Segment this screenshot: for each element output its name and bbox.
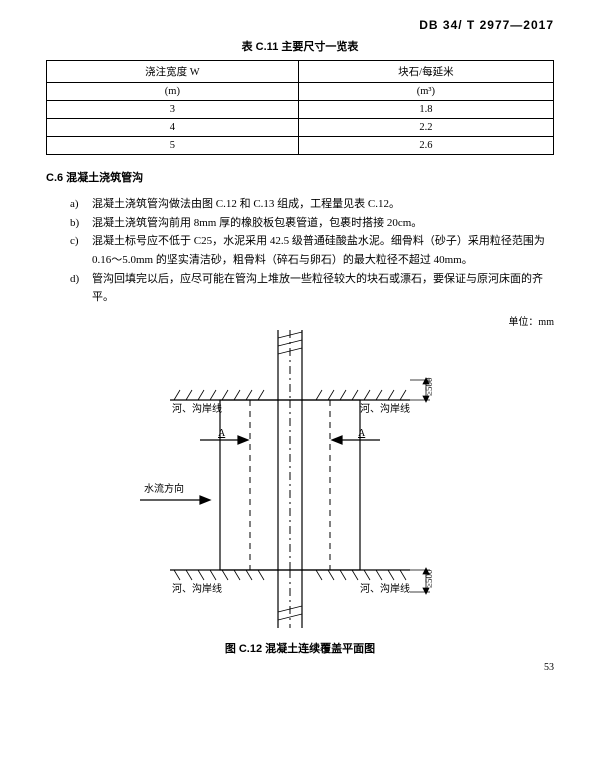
cell-w: 3 xyxy=(47,101,299,119)
bank-label-tl: 河、沟岸线 xyxy=(172,402,222,415)
col2-header: 块石/每延米 xyxy=(298,61,553,83)
item-text: 管沟回填完以后，应尽可能在管沟上堆放一些粒径较大的块石或漂石，要保证与原河床面的… xyxy=(92,270,554,307)
table-row: 5 2.6 xyxy=(47,137,554,155)
page-number: 53 xyxy=(46,662,554,673)
cell-v: 2.6 xyxy=(298,137,553,155)
cell-w: 4 xyxy=(47,119,299,137)
col1-header: 浇注宽度 W xyxy=(47,61,299,83)
figure-wrap: 河、沟岸线 河、沟岸线 A xyxy=(46,330,554,630)
bank-label-br: 河、沟岸线 xyxy=(360,582,410,595)
section-label-right: A xyxy=(358,428,366,439)
flow-arrow-icon xyxy=(140,496,210,504)
table-row: 4 2.2 xyxy=(47,119,554,137)
pipe-top-icon xyxy=(278,330,302,400)
table-caption: 表 C.11 主要尺寸一览表 xyxy=(46,38,554,54)
figure-caption: 图 C.12 混凝土连续覆盖平面图 xyxy=(46,640,554,656)
document-id: DB 34/ T 2977—2017 xyxy=(46,18,554,32)
cell-v: 1.8 xyxy=(298,101,553,119)
dim-top-label: ≥500 xyxy=(424,377,434,396)
section-title: C.6 混凝土浇筑管沟 xyxy=(46,169,554,185)
col1-unit: (m) xyxy=(47,83,299,101)
item-index: c) xyxy=(70,232,92,269)
section-label-left: A xyxy=(218,428,226,439)
pipe-bottom-icon xyxy=(278,570,302,628)
page: DB 34/ T 2977—2017 表 C.11 主要尺寸一览表 浇注宽度 W… xyxy=(0,0,600,681)
item-index: d) xyxy=(70,270,92,307)
col2-unit: (m³) xyxy=(298,83,553,101)
flow-label: 水流方向 xyxy=(144,482,184,495)
item-text: 混凝土标号应不低于 C25，水泥采用 42.5 级普通硅酸盐水泥。细骨料（砂子）… xyxy=(92,232,554,269)
item-index: a) xyxy=(70,195,92,214)
pipe-center-icon xyxy=(278,400,302,570)
list-item: b) 混凝土浇筑管沟前用 8mm 厚的橡胶板包裹管道，包裹时搭接 20cm。 xyxy=(70,214,554,233)
notes-list: a) 混凝土浇筑管沟做法由图 C.12 和 C.13 组成，工程量见表 C.12… xyxy=(70,195,554,307)
cell-w: 5 xyxy=(47,137,299,155)
item-text: 混凝土浇筑管沟前用 8mm 厚的橡胶板包裹管道，包裹时搭接 20cm。 xyxy=(92,214,422,233)
cell-v: 2.2 xyxy=(298,119,553,137)
list-item: c) 混凝土标号应不低于 C25，水泥采用 42.5 级普通硅酸盐水泥。细骨料（… xyxy=(70,232,554,269)
bank-label-bl: 河、沟岸线 xyxy=(172,582,222,595)
table-row: 3 1.8 xyxy=(47,101,554,119)
table-header-row: 浇注宽度 W 块石/每延米 xyxy=(47,61,554,83)
section-mark-right-icon xyxy=(332,436,380,444)
bank-label-tr: 河、沟岸线 xyxy=(360,402,410,415)
item-index: b) xyxy=(70,214,92,233)
list-item: a) 混凝土浇筑管沟做法由图 C.12 和 C.13 组成，工程量见表 C.12… xyxy=(70,195,554,214)
table-unit-row: (m) (m³) xyxy=(47,83,554,101)
figure-svg: 河、沟岸线 河、沟岸线 A xyxy=(110,330,490,630)
item-text: 混凝土浇筑管沟做法由图 C.12 和 C.13 组成，工程量见表 C.12。 xyxy=(92,195,400,214)
list-item: d) 管沟回填完以后，应尽可能在管沟上堆放一些粒径较大的块石或漂石，要保证与原河… xyxy=(70,270,554,307)
unit-label: 单位：mm xyxy=(46,313,554,328)
dimensions-table: 浇注宽度 W 块石/每延米 (m) (m³) 3 1.8 4 2.2 5 2.6 xyxy=(46,60,554,155)
dim-bottom-label: ≥500 xyxy=(424,569,434,588)
